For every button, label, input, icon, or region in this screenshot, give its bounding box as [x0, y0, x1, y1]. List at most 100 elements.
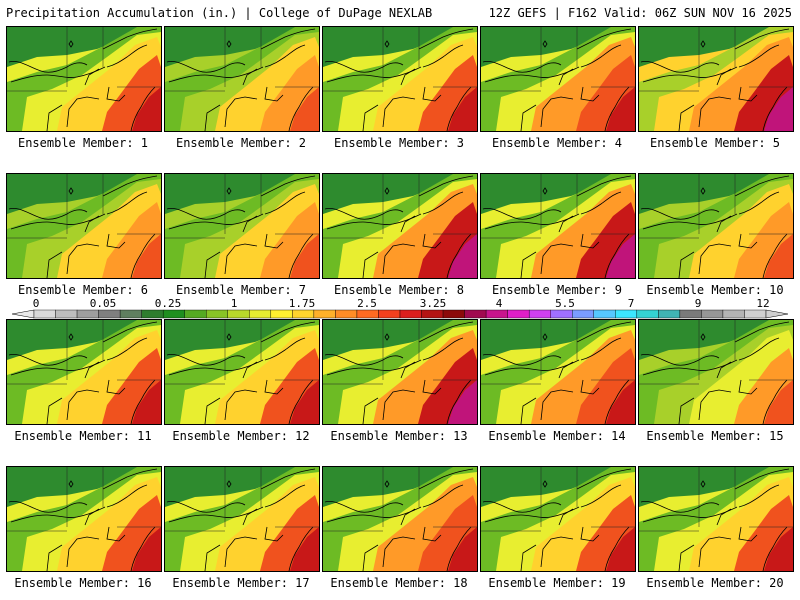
precip-contour — [448, 527, 477, 571]
map-boundary-line — [698, 389, 732, 421]
map-boundary-line — [678, 251, 695, 278]
map-boundary-line — [520, 397, 537, 424]
ensemble-member-2-map — [164, 26, 320, 132]
map-boundary-line — [382, 243, 416, 275]
map-boundary-line — [642, 213, 738, 230]
precip-contour — [606, 527, 635, 571]
map-boundary-line — [264, 379, 284, 395]
precipitation-colorbar — [12, 309, 788, 319]
map-boundary-line — [84, 361, 100, 379]
map-boundary-line — [264, 191, 306, 215]
precipitation-map-14 — [481, 320, 635, 424]
ensemble-member-10-caption: Ensemble Member: 10 — [646, 283, 784, 297]
map-boundary-line — [168, 359, 264, 376]
map-boundary-line — [242, 508, 258, 526]
colorbar-swatch — [679, 309, 702, 319]
ensemble-member-19-caption: Ensemble Member: 19 — [488, 576, 626, 590]
ensemble-member-16-map — [6, 466, 162, 572]
map-boundary-line — [576, 175, 632, 197]
map-boundary-line — [422, 337, 464, 361]
map-boundary-line — [102, 321, 158, 343]
precip-contour — [764, 234, 793, 278]
ensemble-member-12-map — [164, 319, 320, 425]
ensemble-member-7-caption: Ensemble Member: 7 — [175, 283, 307, 297]
map-boundary-line — [382, 536, 416, 568]
map-boundary-line — [678, 544, 695, 571]
map-boundary-line — [324, 353, 404, 366]
map-boundary-line — [446, 86, 472, 131]
station-marker — [700, 333, 706, 341]
colorbar-tick-label: 9 — [694, 297, 702, 310]
ensemble-member-7-map — [164, 173, 320, 279]
station-marker — [68, 333, 74, 341]
precip-contour — [290, 87, 319, 131]
colorbar-left-arrow — [12, 309, 35, 319]
map-boundary-line — [264, 86, 284, 102]
colorbar-swatch — [636, 309, 659, 319]
precipitation-map-5 — [639, 27, 793, 131]
precipitation-map-7 — [165, 174, 319, 278]
ensemble-member-20-map — [638, 466, 794, 572]
map-boundary-line — [288, 526, 314, 571]
colorbar-swatch — [227, 309, 250, 319]
map-boundary-line — [422, 86, 442, 102]
map-boundary-line — [482, 353, 562, 366]
colorbar-tick-label: 1 — [230, 297, 238, 310]
ensemble-member-17-caption: Ensemble Member: 17 — [172, 576, 310, 590]
map-boundary-line — [106, 337, 148, 361]
map-boundary-line — [738, 484, 780, 508]
map-boundary-line — [102, 28, 158, 50]
station-marker — [68, 480, 74, 488]
map-boundary-line — [418, 321, 474, 343]
map-boundary-line — [204, 251, 221, 278]
ensemble-member-14-caption: Ensemble Member: 14 — [488, 429, 626, 443]
map-boundary-line — [166, 500, 246, 513]
ensemble-member-5-map — [638, 26, 794, 132]
colorbar-right-arrow — [765, 309, 788, 319]
map-boundary-line — [400, 361, 416, 379]
map-boundary-line — [106, 526, 126, 542]
ensemble-member-6-caption: Ensemble Member: 6 — [17, 283, 149, 297]
colorbar-swatch — [162, 309, 185, 319]
station-marker — [384, 480, 390, 488]
colorbar-swatch — [485, 309, 508, 319]
precip-contour — [132, 87, 161, 131]
precipitation-map-10 — [639, 174, 793, 278]
map-boundary-line — [66, 96, 100, 128]
station-marker — [68, 40, 74, 48]
colorbar-swatch — [378, 309, 401, 319]
precipitation-map-11 — [7, 320, 161, 424]
map-boundary-line — [678, 397, 695, 424]
map-boundary-line — [166, 60, 246, 73]
map-boundary-line — [738, 233, 758, 249]
ensemble-member-2-caption: Ensemble Member: 2 — [175, 136, 307, 150]
ensemble-member-13-map — [322, 319, 478, 425]
map-boundary-line — [734, 468, 790, 490]
ensemble-member-3-map — [322, 26, 478, 132]
map-boundary-line — [224, 243, 258, 275]
map-boundary-line — [604, 526, 630, 571]
map-boundary-line — [242, 361, 258, 379]
precipitation-map-15 — [639, 320, 793, 424]
map-boundary-line — [66, 389, 100, 421]
map-boundary-line — [580, 379, 600, 395]
map-boundary-line — [264, 44, 306, 68]
map-boundary-line — [540, 96, 574, 128]
map-boundary-line — [540, 389, 574, 421]
map-boundary-line — [166, 207, 246, 220]
map-boundary-line — [106, 484, 148, 508]
map-boundary-line — [10, 66, 106, 83]
precip-contour — [132, 380, 161, 424]
map-boundary-line — [642, 506, 738, 523]
map-boundary-line — [446, 526, 472, 571]
map-boundary-line — [422, 484, 464, 508]
map-boundary-line — [264, 337, 306, 361]
precip-contour — [606, 234, 635, 278]
precipitation-map-16 — [7, 467, 161, 571]
map-boundary-line — [716, 508, 732, 526]
ensemble-member-9-map — [480, 173, 636, 279]
map-boundary-line — [8, 207, 88, 220]
map-boundary-line — [738, 86, 758, 102]
map-boundary-line — [46, 104, 63, 131]
map-boundary-line — [422, 44, 464, 68]
